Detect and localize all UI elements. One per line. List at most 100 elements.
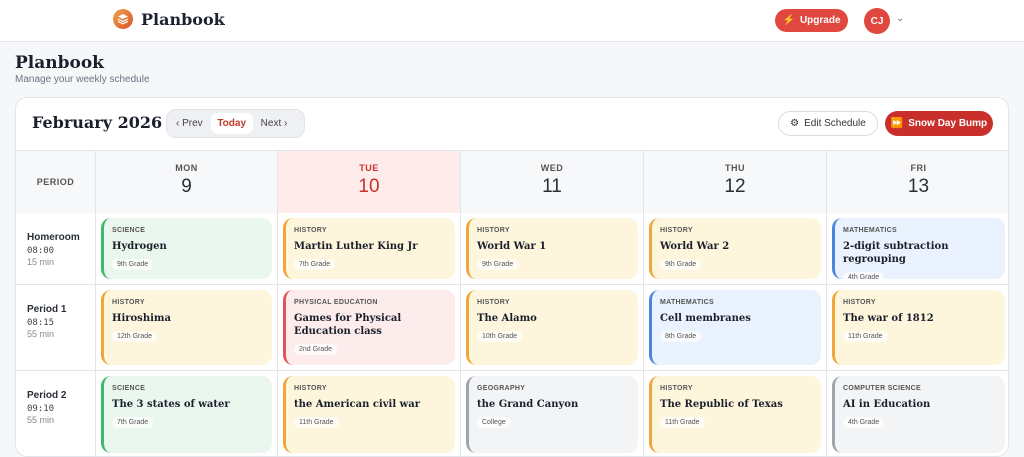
grade-badge: 9th Grade (477, 259, 519, 270)
edit-schedule-label: Edit Schedule (804, 118, 866, 129)
user-avatar[interactable]: CJ (864, 8, 890, 34)
lesson-card[interactable]: SCIENCE Hydrogen 9th Grade (101, 218, 272, 279)
schedule-cell: MATHEMATICS Cell membranes 8th Grade (643, 285, 826, 370)
lesson-card[interactable]: GEOGRAPHY the Grand Canyon College (466, 376, 638, 453)
lesson-card[interactable]: HISTORY Hiroshima 12th Grade (101, 290, 272, 365)
day-header-thu: THU 12 (643, 151, 826, 213)
snow-day-bump-button[interactable]: ⏩ Snow Day Bump (885, 111, 993, 136)
lesson-card[interactable]: HISTORY World War 1 9th Grade (466, 218, 638, 279)
period-label: Homeroom 08:00 15 min (16, 213, 95, 284)
period-name: Homeroom (27, 232, 80, 243)
lesson-title: Hydrogen (112, 241, 167, 252)
upgrade-button[interactable]: ⚡ Upgrade (775, 9, 848, 32)
lesson-subject: HISTORY (843, 299, 876, 306)
lesson-card[interactable]: HISTORY Martin Luther King Jr 7th Grade (283, 218, 455, 279)
lesson-subject: PHYSICAL EDUCATION (294, 299, 378, 306)
period-row: Period 1 08:15 55 min HISTORY Hiroshima 12th … (16, 285, 1008, 371)
page-subtitle: Manage your weekly schedule (15, 74, 150, 85)
schedule-cell: SCIENCE Hydrogen 9th Grade (95, 213, 277, 284)
day-number: 13 (907, 176, 930, 197)
schedule-cell: COMPUTER SCIENCE AI in Education 4th Grade (826, 371, 1008, 456)
brand[interactable]: Planbook (113, 9, 225, 29)
lesson-title: World War 2 (660, 241, 730, 252)
day-number: 12 (724, 176, 746, 197)
schedule-cell: HISTORY Hiroshima 12th Grade (95, 285, 277, 370)
grade-badge: 11th Grade (843, 331, 888, 342)
today-button[interactable]: Today (210, 113, 253, 134)
grade-badge: 12th Grade (112, 331, 158, 342)
edit-schedule-button[interactable]: ⚙ Edit Schedule (778, 111, 878, 136)
lesson-card[interactable]: MATHEMATICS Cell membranes 8th Grade (649, 290, 821, 365)
lesson-card[interactable]: HISTORY the American civil war 11th Grade (283, 376, 455, 453)
schedule-cell: HISTORY The Alamo 10th Grade (460, 285, 643, 370)
period-time: 08:00 (27, 246, 55, 256)
lesson-title: World War 1 (477, 241, 547, 252)
page-title: Planbook (15, 53, 104, 73)
lesson-subject: HISTORY (660, 385, 693, 392)
lesson-card[interactable]: HISTORY The Republic of Texas 11th Grade (649, 376, 821, 453)
grade-badge: 2nd Grade (294, 344, 338, 355)
grade-badge: 11th Grade (660, 417, 705, 428)
lesson-subject: SCIENCE (112, 227, 146, 234)
chevron-down-icon[interactable]: ⌄ (896, 13, 905, 24)
lesson-card[interactable]: MATHEMATICS 2-digit subtraction regroupin… (832, 218, 1005, 283)
top-bar: Planbook ⚡ Upgrade CJ ⌄ (0, 0, 1024, 42)
lesson-card[interactable]: HISTORY World War 2 9th Grade (649, 218, 821, 279)
brand-name: Planbook (141, 9, 225, 29)
schedule-cell: MATHEMATICS 2-digit subtraction regroupin… (826, 213, 1008, 284)
schedule-cell: HISTORY World War 2 9th Grade (643, 213, 826, 284)
lesson-title: AI in Education (843, 399, 931, 410)
gear-icon: ⚙ (790, 118, 800, 129)
schedule-cell: SCIENCE The 3 states of water 7th Grade (95, 371, 277, 456)
lesson-card[interactable]: HISTORY The war of 1812 11th Grade (832, 290, 1005, 365)
lesson-card[interactable]: COMPUTER SCIENCE AI in Education 4th Grade (832, 376, 1005, 453)
period-label: Period 1 08:15 55 min (16, 285, 95, 370)
day-number: 9 (181, 176, 192, 197)
lesson-title: The 3 states of water (112, 399, 230, 410)
next-button[interactable]: Next › (255, 113, 294, 134)
lesson-title: the American civil war (294, 399, 420, 410)
prev-button[interactable]: ‹ Prev (170, 113, 209, 134)
day-header-row: PERIOD MON 9 TUE 10 WED 11 THU 12 FRI 13 (16, 151, 1008, 213)
schedule-cell: PHYSICAL EDUCATION Games for Physical Edu… (277, 285, 460, 370)
planbook-logo-icon (113, 9, 133, 29)
grade-badge: 10th Grade (477, 331, 523, 342)
lesson-subject: HISTORY (660, 227, 693, 234)
lesson-subject: MATHEMATICS (843, 227, 897, 234)
grade-badge: 8th Grade (660, 331, 702, 342)
period-duration: 55 min (27, 415, 55, 425)
lesson-title: The Republic of Texas (660, 399, 783, 410)
grade-badge: 9th Grade (660, 259, 702, 270)
schedule-cell: HISTORY The war of 1812 11th Grade (826, 285, 1008, 370)
day-header-mon: MON 9 (95, 151, 277, 213)
snow-day-bump-label: Snow Day Bump (908, 118, 988, 129)
period-row: Homeroom 08:00 15 min SCIENCE Hydrogen 9th Gr… (16, 213, 1008, 285)
period-column-header: PERIOD (16, 151, 95, 213)
lesson-card[interactable]: PHYSICAL EDUCATION Games for Physical Edu… (283, 290, 455, 365)
lesson-subject: HISTORY (294, 385, 327, 392)
lesson-card[interactable]: SCIENCE The 3 states of water 7th Grade (101, 376, 272, 453)
day-name: FRI (910, 163, 927, 173)
bolt-icon: ⚡ (782, 15, 795, 26)
period-time: 08:15 (27, 318, 55, 328)
period-duration: 55 min (27, 329, 55, 339)
lesson-card[interactable]: HISTORY The Alamo 10th Grade (466, 290, 638, 365)
grade-badge: 7th Grade (112, 417, 154, 428)
lesson-subject: GEOGRAPHY (477, 385, 526, 392)
upgrade-label: Upgrade (799, 15, 841, 26)
schedule-grid: PERIOD MON 9 TUE 10 WED 11 THU 12 FRI 13 Homeroom… (16, 150, 1008, 456)
grade-badge: 4th Grade (843, 417, 885, 428)
period-duration: 15 min (27, 257, 55, 267)
lesson-subject: HISTORY (294, 227, 327, 234)
lesson-subject: MATHEMATICS (660, 299, 714, 306)
period-time: 09:10 (27, 404, 55, 414)
lesson-subject: HISTORY (477, 299, 510, 306)
grade-badge: 4th Grade (843, 272, 885, 283)
lesson-title: Martin Luther King Jr (294, 241, 418, 252)
period-label: Period 2 09:10 55 min (16, 371, 95, 456)
grade-badge: 11th Grade (294, 417, 339, 428)
day-name: THU (725, 163, 745, 173)
day-header-wed: WED 11 (460, 151, 643, 213)
day-name: MON (175, 163, 198, 173)
schedule-cell: GEOGRAPHY the Grand Canyon College (460, 371, 643, 456)
